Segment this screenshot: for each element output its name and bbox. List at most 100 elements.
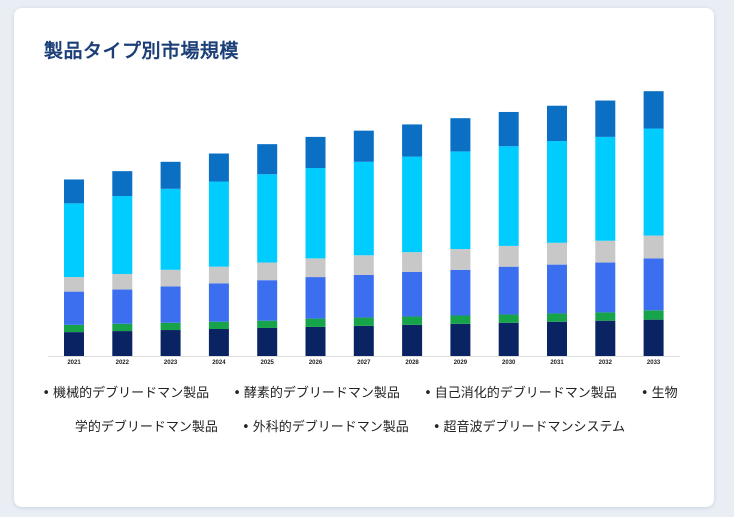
x-tick-label: 2032: [599, 360, 613, 366]
bar-segment-2023-s1: [160, 322, 181, 331]
bar-segment-2027-s4: [353, 161, 374, 256]
bar-segment-2025-s0: [257, 327, 278, 356]
legend-label: 外科的デブリードマン製品: [252, 420, 409, 435]
bar-segment-2032-s4: [595, 136, 616, 241]
bar-segment-2029-s1: [450, 315, 471, 324]
bar-segment-2033-s2: [643, 258, 664, 311]
bar-segment-2025-s1: [257, 320, 278, 328]
bar-segment-2032-s3: [595, 240, 616, 263]
bar-segment-2028-s4: [402, 156, 423, 253]
legend-item-2: • 自己消化的デブリードマン製品: [424, 386, 617, 401]
bar-segment-2028-s5: [402, 124, 423, 157]
legend-bullet-icon: •: [233, 386, 241, 401]
bar-segment-2032-s1: [595, 312, 616, 321]
bar-segment-2031-s3: [547, 242, 567, 265]
bar-segment-2023-s0: [160, 330, 181, 356]
bar-segment-2022-s2: [112, 289, 133, 324]
bar-segment-2025-s5: [257, 144, 278, 175]
bar-segment-2024-s3: [208, 266, 229, 284]
legend-label: 自己消化的デブリードマン製品: [434, 386, 617, 401]
x-tick-label: 2031: [550, 360, 564, 366]
bar-segment-2030-s4: [498, 146, 519, 246]
bar-segment-2022-s5: [112, 171, 133, 197]
bar-segment-2030-s2: [498, 266, 519, 315]
x-tick-label: 2029: [454, 360, 468, 366]
bar-segment-2031-s5: [547, 105, 567, 142]
bar-segment-2025-s2: [257, 280, 278, 321]
chart-legend: • 機械的デブリードマン製品 • 酵素的デブリードマン製品 • 自己消化的デブリードマ…: [32, 377, 678, 445]
bar-segment-2029-s0: [450, 323, 471, 356]
x-tick-label: 2028: [405, 360, 419, 366]
bar-segment-2026-s1: [305, 318, 326, 327]
bar-segment-2024-s2: [208, 283, 229, 322]
legend-item-0: • 機械的デブリードマン製品: [42, 386, 209, 401]
bar-segment-2021-s0: [64, 332, 84, 356]
bar-segment-2033-s0: [643, 319, 664, 356]
legend-item-4: • 外科的デブリードマン製品: [242, 420, 409, 435]
bar-segment-2027-s3: [353, 255, 374, 275]
legend-bullet-icon: •: [640, 386, 649, 401]
x-tick-label: 2024: [212, 360, 226, 366]
bar-segment-2031-s4: [547, 141, 567, 243]
bar-segment-2021-s2: [64, 291, 84, 325]
bar-segment-2023-s4: [160, 188, 181, 270]
x-tick-label: 2022: [116, 360, 130, 366]
bar-segment-2028-s0: [402, 324, 423, 356]
bar-segment-2029-s2: [450, 269, 471, 316]
bar-segment-2033-s4: [643, 128, 664, 236]
legend-item-5: • 超音波デブリードマンシステム: [433, 420, 625, 435]
bar-segment-2029-s5: [450, 118, 471, 152]
bar-segment-2029-s3: [450, 249, 471, 270]
bar-segment-2026-s3: [305, 258, 326, 278]
bar-segment-2032-s0: [595, 320, 616, 356]
bar-segment-2030-s3: [498, 245, 519, 267]
bar-segment-2021-s5: [64, 179, 84, 204]
bar-segment-2030-s1: [498, 314, 519, 323]
bar-segment-2030-s5: [498, 111, 519, 147]
x-tick-label: 2023: [164, 360, 178, 366]
bar-segment-2022-s3: [112, 273, 133, 290]
x-tick-label: 2021: [67, 360, 81, 366]
bar-segment-2023-s5: [160, 161, 181, 189]
bar-segment-2024-s1: [208, 321, 229, 329]
bar-segment-2026-s5: [305, 136, 326, 169]
bar-segment-2026-s2: [305, 277, 326, 319]
legend-label: 機械的デブリードマン製品: [53, 386, 210, 401]
legend-label: 超音波デブリードマンシステム: [443, 420, 626, 435]
bar-segment-2022-s4: [112, 196, 133, 274]
chart-title: 製品タイプ別市場規模: [44, 40, 240, 62]
bar-segment-2028-s1: [402, 316, 423, 325]
bar-segment-2033-s5: [643, 91, 664, 129]
bar-segment-2023-s2: [160, 286, 181, 323]
legend-label: 酵素的デブリードマン製品: [243, 386, 400, 401]
bar-segment-2027-s1: [353, 317, 374, 326]
bar-segment-2023-s3: [160, 269, 181, 287]
bar-segment-2027-s0: [353, 325, 374, 356]
bar-segment-2021-s1: [64, 324, 84, 333]
bar-segment-2024-s5: [208, 153, 229, 182]
bar-segment-2030-s0: [498, 322, 519, 356]
bar-segment-2026-s0: [305, 326, 326, 356]
bar-segment-2031-s1: [547, 313, 567, 322]
bar-segment-2025-s3: [257, 262, 278, 281]
bar-segment-2022-s0: [112, 331, 133, 356]
bar-segment-2033-s3: [643, 235, 664, 259]
bar-segment-2024-s0: [208, 329, 229, 356]
bar-segment-2028-s3: [402, 252, 423, 272]
bar-segment-2032-s5: [595, 100, 616, 137]
bar-segment-2027-s5: [353, 130, 374, 162]
bar-segment-2024-s4: [208, 181, 229, 267]
x-tick-label: 2025: [261, 360, 275, 366]
x-tick-label: 2026: [309, 360, 323, 366]
legend-label: 生物学的デブリードマン製品: [74, 386, 678, 435]
x-tick-label: 2030: [502, 360, 516, 366]
legend-bullet-icon: •: [424, 386, 432, 401]
bar-segment-2022-s1: [112, 323, 133, 332]
x-tick-label: 2033: [647, 360, 661, 366]
bar-segment-2028-s2: [402, 271, 423, 317]
bar-segment-2033-s1: [643, 310, 664, 320]
bar-segment-2031-s0: [547, 321, 567, 356]
bar-segment-2032-s2: [595, 262, 616, 313]
legend-bullet-icon: •: [42, 386, 51, 401]
